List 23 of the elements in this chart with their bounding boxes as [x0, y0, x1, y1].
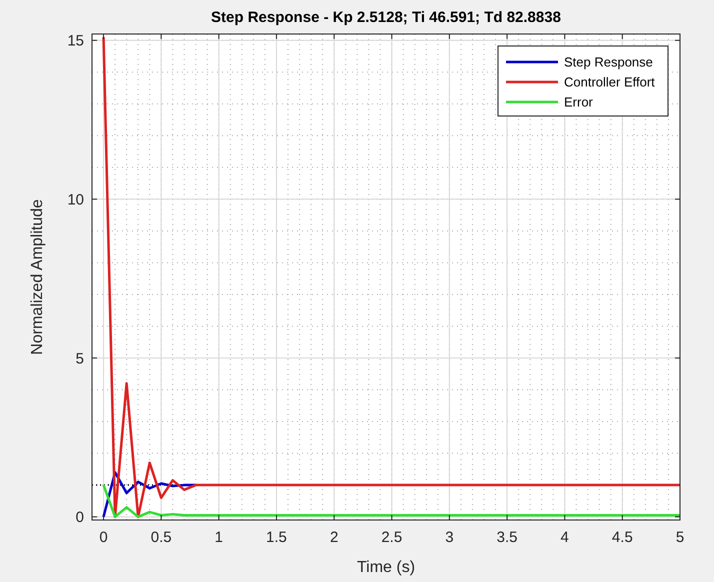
line-series — [102, 484, 682, 518]
x-tick-label: 4.5 — [612, 529, 633, 546]
x-tick-label: 2 — [330, 529, 338, 546]
x-tick-label: 2.5 — [381, 529, 402, 546]
x-tick-label: 0.5 — [150, 529, 172, 546]
line-series — [102, 36, 682, 518]
x-tick-label: 3 — [445, 529, 454, 546]
y-axis-title: Normalized Amplitude — [29, 199, 46, 355]
legend-label: Step Response — [564, 54, 653, 70]
chart-title: Step Response - Kp 2.5128; Ti 46.591; Td 82.8838 — [211, 9, 561, 26]
y-tick-label: 15 — [67, 32, 84, 50]
x-tick-label: 1 — [214, 529, 223, 546]
x-tick-label: 1.5 — [266, 529, 287, 546]
x-tick-label: 5 — [676, 529, 684, 546]
x-axis-title: Time (s) — [356, 559, 416, 576]
x-tick-label: 3.5 — [496, 529, 518, 546]
y-tick-label: 0 — [76, 509, 84, 526]
x-tick-label: 0 — [99, 529, 108, 546]
x-tick-label: 4 — [560, 529, 569, 546]
legend-label: Error — [564, 94, 594, 110]
y-tick-label: 5 — [76, 350, 84, 368]
legend-label: Controller Effort — [564, 74, 656, 90]
y-tick-label: 10 — [67, 191, 84, 208]
